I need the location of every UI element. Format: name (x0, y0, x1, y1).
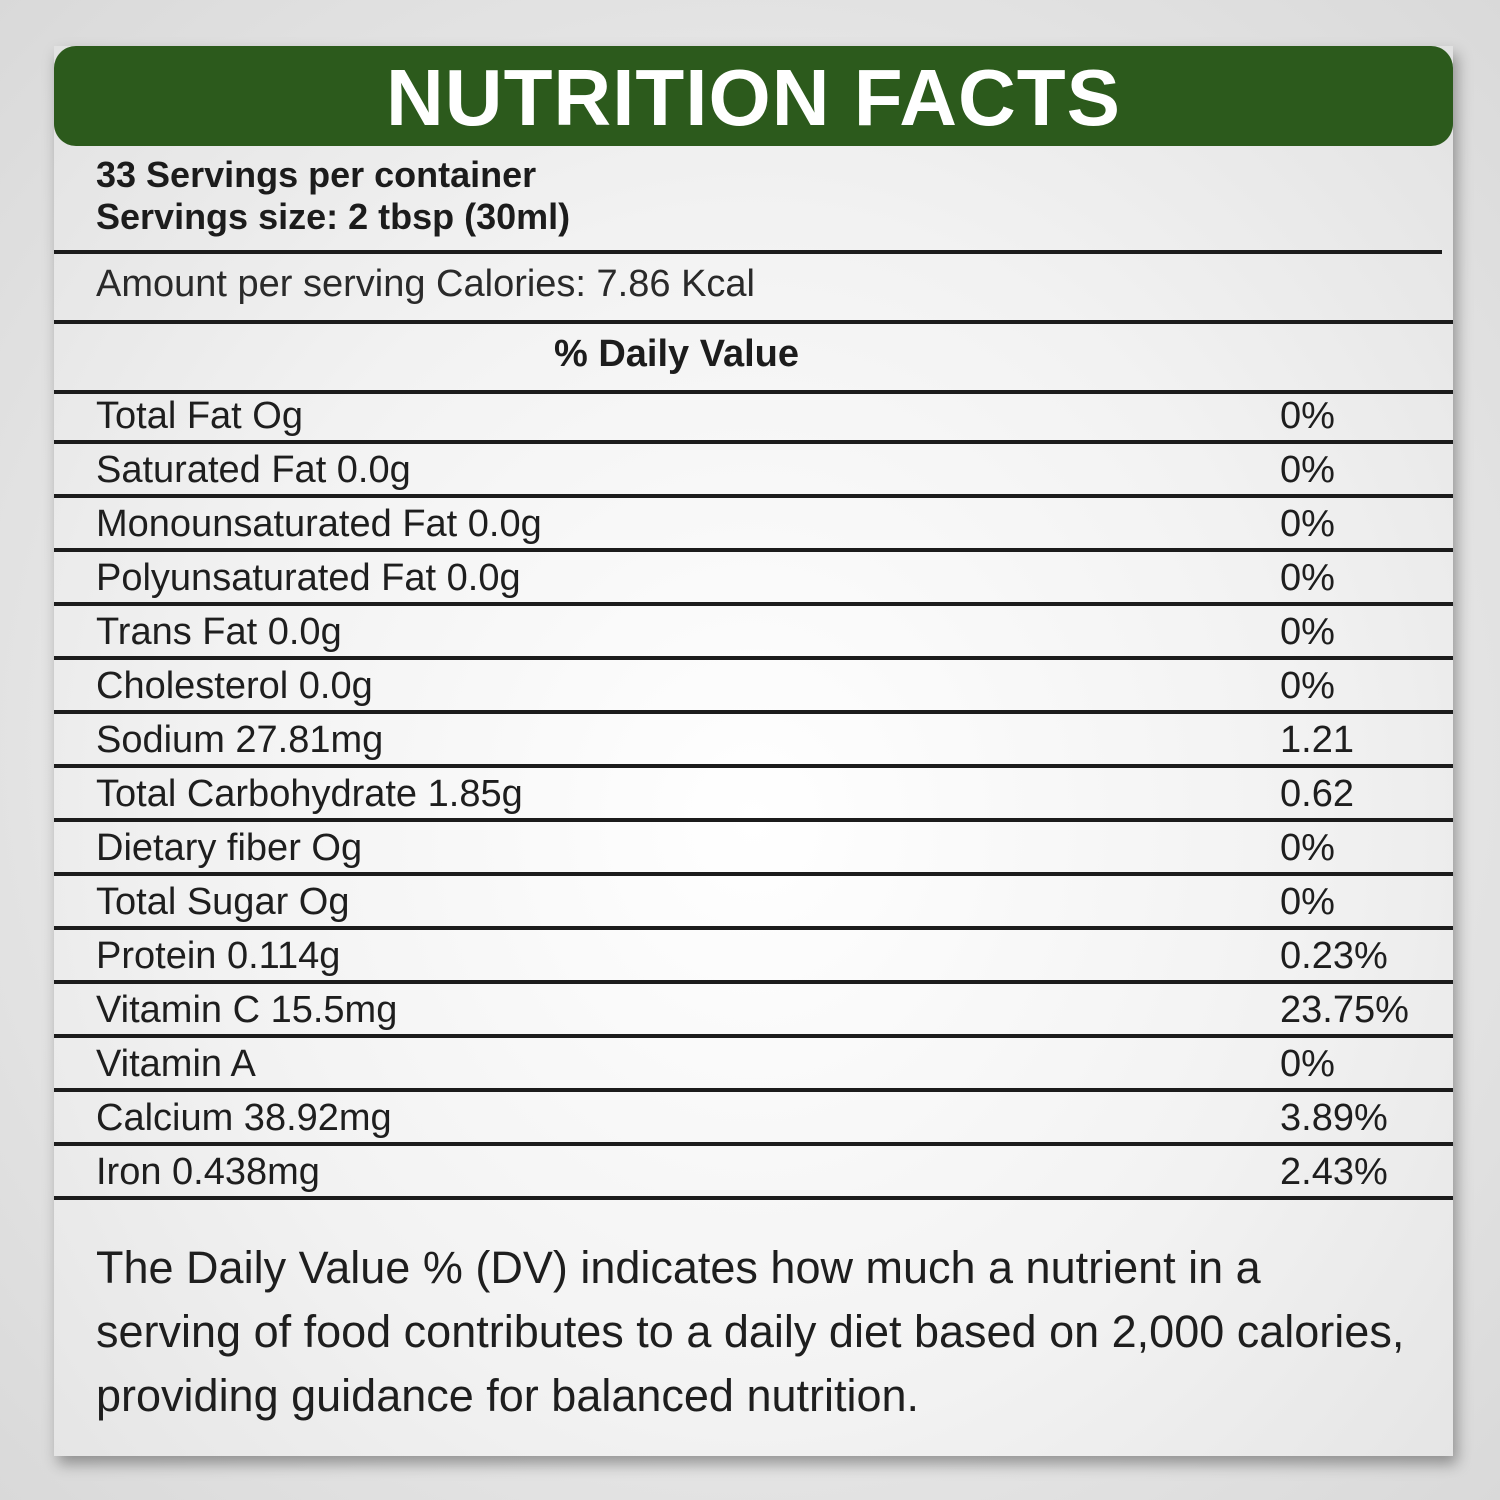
divider-dv-header (54, 390, 1453, 394)
nutrient-row: Total Fat Og 0% (54, 390, 1453, 444)
calories-line: Amount per serving Calories: 7.86 Kcal (96, 263, 755, 305)
nutrient-daily-value: 3.89% (1280, 1097, 1388, 1139)
nutrient-row: Polyunsaturated Fat 0.0g 0% (54, 552, 1453, 606)
nutrient-row: Total Carbohydrate 1.85g 0.62 (54, 768, 1453, 822)
nutrient-name: Polyunsaturated Fat 0.0g (96, 557, 521, 599)
nutrient-name: Cholesterol 0.0g (96, 665, 373, 707)
serving-size: Servings size: 2 tbsp (30ml) (96, 196, 571, 237)
nutrient-row: Vitamin C 15.5mg 23.75% (54, 984, 1453, 1038)
nutrient-name: Iron 0.438mg (96, 1151, 320, 1193)
nutrient-name: Saturated Fat 0.0g (96, 449, 411, 491)
nutrient-daily-value: 0% (1280, 611, 1335, 653)
nutrient-daily-value: 1.21 (1280, 719, 1354, 761)
nutrient-row: Total Sugar Og 0% (54, 876, 1453, 930)
nutrient-table: Total Fat Og 0% Saturated Fat 0.0g 0% Monoun… (54, 390, 1453, 1200)
nutrient-row: Protein 0.114g 0.23% (54, 930, 1453, 984)
nutrient-name: Calcium 38.92mg (96, 1097, 392, 1139)
nutrient-row: Sodium 27.81mg 1.21 (54, 714, 1453, 768)
nutrient-daily-value: 0% (1280, 665, 1335, 707)
nutrient-name: Vitamin A (96, 1043, 256, 1085)
nutrient-row: Trans Fat 0.0g 0% (54, 606, 1453, 660)
nutrient-row: Calcium 38.92mg 3.89% (54, 1092, 1453, 1146)
nutrient-row: Monounsaturated Fat 0.0g 0% (54, 498, 1453, 552)
nutrient-daily-value: 0% (1280, 881, 1335, 923)
nutrient-name: Sodium 27.81mg (96, 719, 384, 761)
nutrient-row: Dietary fiber Og 0% (54, 822, 1453, 876)
servings-info: 33 Servings per container Servings size:… (96, 154, 570, 238)
servings-per-container: 33 Servings per container (96, 154, 537, 195)
nutrient-name: Total Sugar Og (96, 881, 350, 923)
nutrient-row: Saturated Fat 0.0g 0% (54, 444, 1453, 498)
divider-servings (54, 250, 1442, 254)
nutrition-header: NUTRITION FACTS (54, 46, 1453, 146)
nutrient-name: Trans Fat 0.0g (96, 611, 342, 653)
nutrient-name: Vitamin C 15.5mg (96, 989, 398, 1031)
nutrient-daily-value: 0% (1280, 827, 1335, 869)
nutrient-name: Monounsaturated Fat 0.0g (96, 503, 542, 545)
nutrient-name: Dietary fiber Og (96, 827, 363, 869)
nutrient-row: Vitamin A 0% (54, 1038, 1453, 1092)
nutrient-daily-value: 0% (1280, 449, 1335, 491)
nutrient-row: Cholesterol 0.0g 0% (54, 660, 1453, 714)
nutrient-daily-value: 0% (1280, 503, 1335, 545)
daily-value-footnote: The Daily Value % (DV) indicates how muc… (96, 1242, 1405, 1421)
nutrition-title: NUTRITION FACTS (386, 53, 1121, 142)
nutrient-row: Iron 0.438mg 2.43% (54, 1146, 1453, 1200)
divider-calories (54, 320, 1453, 324)
nutrient-name: Protein 0.114g (96, 935, 341, 977)
nutrient-daily-value: 0% (1280, 395, 1335, 437)
nutrient-name: Total Fat Og (96, 395, 303, 437)
nutrient-daily-value: 2.43% (1280, 1151, 1388, 1193)
nutrient-name: Total Carbohydrate 1.85g (96, 773, 523, 815)
nutrient-daily-value: 0% (1280, 1043, 1335, 1085)
nutrient-daily-value: 0% (1280, 557, 1335, 599)
nutrient-daily-value: 0.23% (1280, 935, 1388, 977)
nutrition-facts-panel: NUTRITION FACTS 33 Servings per containe… (54, 46, 1453, 1456)
daily-value-header: % Daily Value (554, 333, 800, 375)
nutrient-daily-value: 23.75% (1280, 989, 1409, 1031)
nutrient-daily-value: 0.62 (1280, 773, 1354, 815)
